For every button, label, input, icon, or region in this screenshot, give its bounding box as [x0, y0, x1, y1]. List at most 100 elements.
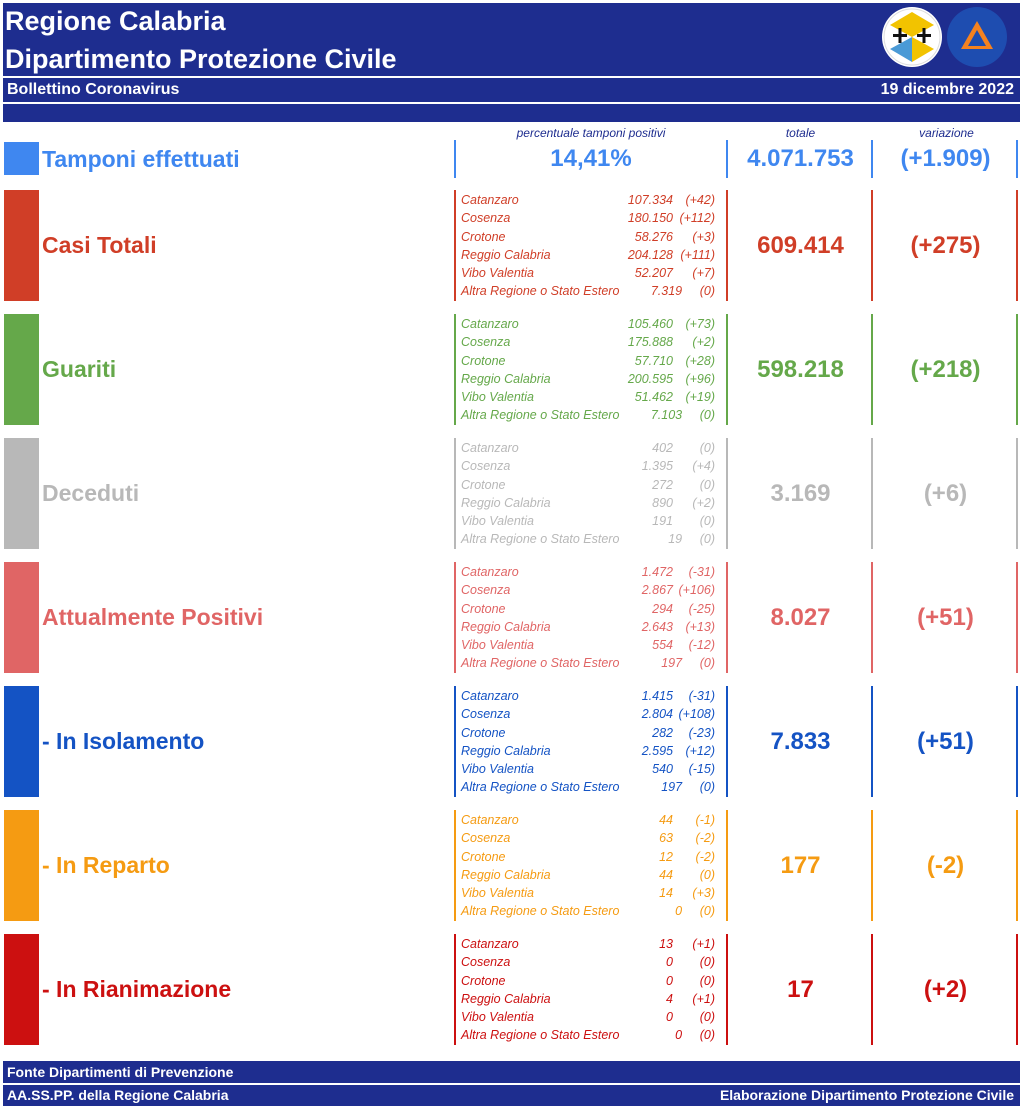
- section-variation: (-2): [926, 851, 965, 879]
- section-divider: [1016, 810, 1018, 921]
- section-row: Casi Totali Catanzaro 107.334 (+42) Cosenza 1…: [0, 190, 1024, 301]
- province-name: Reggio Calabria: [461, 991, 551, 1006]
- province-name: Vibo Valentia: [461, 886, 534, 901]
- province-delta: (+1): [692, 937, 715, 951]
- province-delta: (+2): [692, 335, 715, 350]
- province-value: 890: [652, 495, 673, 510]
- province-value: 12: [659, 849, 673, 864]
- province-name: Reggio Calabria: [461, 495, 551, 510]
- province-row: Altra Regione o Stato Estero 197 (0): [461, 778, 723, 796]
- province-value: 294: [652, 601, 673, 616]
- header-subtitle-department: Dipartimento Protezione Civile: [5, 44, 397, 74]
- province-row: Catanzaro 44 (-1): [461, 811, 723, 829]
- province-value: 1.395: [641, 459, 673, 474]
- province-value: 0: [666, 973, 673, 988]
- province-row: Reggio Calabria 2.595 (+12): [461, 742, 723, 760]
- section-color-bar: [4, 190, 39, 301]
- province-row: Cosenza 175.888 (+2): [461, 333, 723, 351]
- province-value: 57.710: [634, 353, 673, 368]
- section-label: Attualmente Positivi: [42, 604, 264, 630]
- province-name: Altra Regione o Stato Estero: [461, 780, 620, 795]
- province-delta: (+3): [692, 886, 715, 901]
- province-name: Cosenza: [461, 831, 511, 846]
- section-divider: [871, 562, 873, 673]
- province-delta: (+19): [685, 390, 715, 405]
- tamponi-label: Tamponi effettuati: [42, 145, 240, 172]
- province-name: Crotone: [461, 725, 506, 740]
- province-name: Cosenza: [461, 335, 511, 350]
- section-total: 17: [787, 975, 814, 1003]
- section-row: Attualmente Positivi Catanzaro 1.472 (-31) C…: [0, 562, 1024, 673]
- section-total: 177: [780, 851, 821, 879]
- province-row: Reggio Calabria 44 (0): [461, 866, 723, 884]
- province-row: Cosenza 2.804 (+108): [461, 705, 723, 723]
- province-row: Crotone 0 (0): [461, 972, 723, 990]
- section-row: - In Reparto Catanzaro 44 (-1) Cosenza 63 (-2)…: [0, 810, 1024, 921]
- province-name: Crotone: [461, 229, 506, 244]
- province-row: Reggio Calabria 890 (+2): [461, 494, 723, 512]
- province-value: 44: [659, 813, 673, 827]
- province-delta: (+12): [685, 743, 715, 758]
- province-delta: (+13): [685, 619, 715, 634]
- tamponi-total: 4.071.753: [747, 145, 854, 172]
- province-name: Reggio Calabria: [461, 743, 551, 758]
- province-value: 58.276: [634, 229, 673, 244]
- section-divider: [454, 934, 456, 1045]
- province-name: Crotone: [461, 973, 506, 988]
- tamponi-divider: [454, 140, 456, 178]
- province-list: Catanzaro 1.415 (-31) Cosenza 2.804 (+108) Cro…: [461, 687, 723, 797]
- province-value: 2.595: [641, 743, 673, 758]
- province-name: Altra Regione o Stato Estero: [461, 408, 620, 423]
- province-row: Reggio Calabria 2.643 (+13): [461, 618, 723, 636]
- section-row: Guariti Catanzaro 105.460 (+73) Cosenza 175.8…: [0, 314, 1024, 425]
- province-row: Vibo Valentia 191 (0): [461, 512, 723, 530]
- province-value: 175.888: [627, 335, 673, 350]
- province-name: Altra Regione o Stato Estero: [461, 904, 620, 919]
- province-row: Reggio Calabria 204.128 (+111): [461, 246, 723, 264]
- section-total: 7.833: [770, 727, 831, 755]
- province-value: 105.460: [627, 317, 673, 331]
- province-name: Vibo Valentia: [461, 514, 534, 529]
- section-label: Guariti: [42, 356, 117, 382]
- province-row: Catanzaro 402 (0): [461, 439, 723, 457]
- section-variation: (+51): [917, 727, 974, 755]
- province-delta: (+112): [679, 211, 715, 226]
- section-variation: (+218): [910, 355, 981, 383]
- section-divider: [454, 562, 456, 673]
- province-value: 0: [675, 904, 683, 919]
- province-row: Vibo Valentia 540 (-15): [461, 760, 723, 778]
- footer-asp: AA.SS.PP. della Regione Calabria: [7, 1087, 229, 1103]
- province-list: Catanzaro 107.334 (+42) Cosenza 180.150 (+112…: [461, 191, 723, 301]
- province-value: 197: [661, 656, 683, 671]
- province-name: Altra Regione o Stato Estero: [461, 284, 620, 299]
- province-value: 2.867: [641, 583, 673, 598]
- section-label: Casi Totali: [42, 232, 157, 258]
- province-delta: (+108): [678, 707, 715, 722]
- province-name: Catanzaro: [461, 689, 519, 703]
- province-name: Crotone: [461, 477, 506, 492]
- province-value: 554: [652, 638, 673, 653]
- province-row: Vibo Valentia 554 (-12): [461, 636, 723, 654]
- section-variation: (+6): [923, 479, 968, 507]
- province-list: Catanzaro 13 (+1) Cosenza 0 (0) Crotone 0 (0) Reg…: [461, 935, 723, 1045]
- province-delta: (-31): [688, 565, 715, 579]
- province-name: Reggio Calabria: [461, 867, 551, 882]
- section-divider: [726, 438, 728, 549]
- tamponi-color-bar: [4, 142, 39, 175]
- province-list: Catanzaro 1.472 (-31) Cosenza 2.867 (+106) Cro…: [461, 563, 723, 673]
- protezione-civile-logo: [947, 7, 1007, 67]
- province-delta: (+7): [692, 266, 715, 281]
- section-divider: [1016, 686, 1018, 797]
- section-divider: [454, 190, 456, 301]
- section-divider: [454, 314, 456, 425]
- province-value: 14: [659, 886, 673, 901]
- province-delta: (0): [699, 656, 715, 671]
- province-delta: (+106): [678, 583, 715, 598]
- section-row: Deceduti Catanzaro 402 (0) Cosenza 1.395 (+4) C…: [0, 438, 1024, 549]
- province-delta: (0): [699, 867, 715, 882]
- province-row: Crotone 294 (-25): [461, 600, 723, 618]
- province-name: Catanzaro: [461, 937, 519, 951]
- province-delta: (0): [699, 284, 715, 299]
- section-divider: [1016, 562, 1018, 673]
- province-list: Catanzaro 44 (-1) Cosenza 63 (-2) Crotone 12 (-2…: [461, 811, 723, 921]
